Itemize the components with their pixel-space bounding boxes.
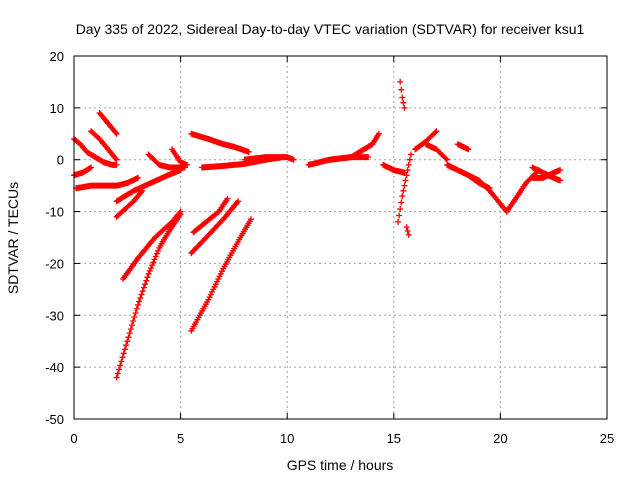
series-arc23 [403,224,412,238]
y-tick-label: 10 [50,101,64,116]
y-tick-label: -30 [45,308,64,323]
series-markers [380,161,408,176]
series-arc14 [190,195,231,236]
series-markers [145,151,188,171]
series-arc20 [380,161,408,176]
y-tick-label: 20 [50,49,64,64]
series-markers [113,211,184,381]
series-markers [190,195,231,236]
series-arc7 [113,167,184,205]
series-markers [422,141,451,163]
series-arc25 [422,141,451,163]
series-arc12 [188,130,252,155]
y-tick-label: -40 [45,360,64,375]
series-arc29 [503,167,542,215]
series-markers [113,167,184,205]
x-tick-labels: 0 5 10 15 20 25 [70,431,614,446]
series-markers [326,130,382,163]
series-markers [96,110,120,137]
series-markers [465,172,510,215]
series-arc19 [326,130,382,163]
series-arc3 [73,174,141,192]
axis-ticks [73,55,608,420]
series-arc22 [395,151,414,225]
series-arc27 [454,141,472,153]
x-tick-label: 15 [387,431,401,446]
series-arc13 [188,198,242,257]
series-arc24 [412,128,440,153]
series-markers [403,224,412,238]
y-tick-label: -50 [45,412,64,427]
series-markers [88,128,120,163]
y-tick-label: -10 [45,205,64,220]
series-arc10 [145,151,188,171]
series-arc8 [113,211,184,381]
x-tick-label: 0 [70,431,77,446]
series-markers [113,187,146,220]
series-arc5 [88,128,120,163]
series-arc9 [120,208,184,282]
series-markers [529,167,564,181]
series-markers [412,128,440,153]
series-markers [395,151,414,225]
series-markers [120,208,184,282]
chart-title: Day 335 of 2022, Sidereal Day-to-day VTE… [76,21,585,37]
series-arc6 [113,187,146,220]
series-markers [188,216,254,334]
series-markers [503,167,542,215]
y-tick-label: 0 [57,153,64,168]
series-markers [188,130,252,155]
series-markers [188,198,242,257]
series-markers [397,78,408,111]
x-tick-label: 20 [493,431,507,446]
series-markers [454,141,472,153]
series-arc21 [397,78,408,111]
x-tick-label: 5 [177,431,184,446]
data-points [71,78,564,381]
x-tick-label: 25 [600,431,614,446]
series-arc17 [241,154,297,163]
series-arc11 [169,146,190,168]
plot-frame [73,55,608,420]
series-markers [169,146,190,168]
series-arc31 [529,167,564,181]
series-arc15 [188,216,254,334]
y-tick-labels: -50 -40 -30 -20 -10 0 10 20 [45,49,64,427]
series-markers [241,154,297,163]
y-axis-title: SDTVAR / TECUs [5,182,21,294]
x-tick-label: 10 [280,431,294,446]
series-arc4 [96,110,120,137]
series-markers [73,174,141,192]
x-axis-title: GPS time / hours [287,457,394,473]
y-tick-label: -20 [45,256,64,271]
series-arc28 [465,172,510,215]
